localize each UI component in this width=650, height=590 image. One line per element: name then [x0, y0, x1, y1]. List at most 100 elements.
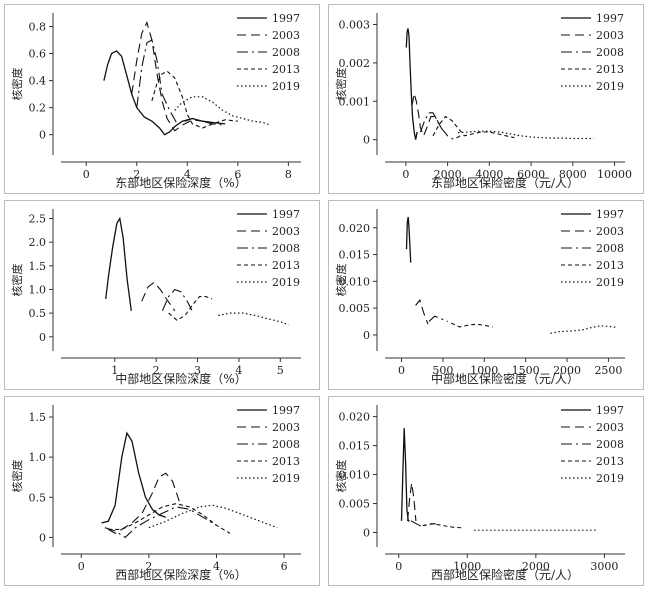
y-tick-label: 0.001 — [339, 95, 371, 108]
series-line-2008 — [161, 288, 194, 314]
y-axis-title: 核密度 — [334, 460, 348, 493]
x-tick-label: 2000 — [553, 364, 581, 377]
series-line-2013 — [422, 523, 464, 529]
series-line-2019 — [148, 504, 278, 529]
series-line-2019 — [218, 312, 289, 326]
y-tick-label: 1.0 — [29, 283, 47, 296]
y-tick-label: 0 — [363, 134, 370, 147]
series-line-1997 — [101, 431, 167, 524]
legend-label: 1997 — [596, 208, 624, 221]
legend-label: 1997 — [272, 404, 300, 417]
x-tick-label: 8000 — [559, 168, 587, 181]
legend-label: 2019 — [272, 276, 300, 289]
legend-label: 2003 — [272, 421, 300, 434]
legend-label: 2003 — [596, 225, 624, 238]
series-line-2013 — [450, 322, 493, 328]
legend-label: 1997 — [596, 12, 624, 25]
legend-label: 2013 — [272, 455, 300, 468]
series-line-2013 — [168, 296, 213, 321]
legend-label: 2008 — [596, 438, 624, 451]
y-tick-label: 0.4 — [29, 75, 47, 88]
y-axis-title: 核密度 — [10, 460, 24, 493]
x-tick-label: 10000 — [597, 168, 632, 181]
legend-label: 2019 — [272, 472, 300, 485]
x-axis-title: 西部地区保险深度（%） — [115, 567, 246, 582]
legend-label: 2008 — [272, 438, 300, 451]
x-tick-label: 2500 — [594, 364, 622, 377]
y-tick-label: 0 — [39, 331, 46, 344]
legend-label: 2013 — [596, 63, 624, 76]
legend-label: 2013 — [272, 259, 300, 272]
series-line-2003 — [411, 93, 444, 138]
y-tick-label: 0.5 — [29, 491, 47, 504]
x-axis-title: 东部地区保险密度（元/人） — [431, 175, 579, 190]
x-tick-label: 3000 — [590, 560, 618, 573]
y-tick-label: 0.010 — [339, 275, 371, 288]
series-line-2013 — [432, 115, 515, 139]
legend-label: 2019 — [596, 80, 624, 93]
y-tick-label: 1.5 — [29, 260, 47, 273]
y-tick-label: 0 — [363, 329, 370, 342]
x-tick-label: 6 — [281, 560, 288, 573]
y-tick-label: 0 — [363, 527, 370, 540]
y-axis-title: 核密度 — [334, 264, 348, 297]
legend-label: 2003 — [272, 225, 300, 238]
legend-label: 2008 — [596, 242, 624, 255]
y-tick-label: 0.005 — [339, 498, 371, 511]
x-tick-label: 2 — [153, 364, 160, 377]
x-tick-label: 0 — [402, 168, 409, 181]
x-tick-label: 4 — [184, 168, 191, 181]
series-line-1997 — [405, 216, 412, 263]
y-tick-label: 0 — [39, 531, 46, 544]
series-line-1997 — [105, 216, 132, 311]
x-tick-label: 4000 — [475, 168, 503, 181]
y-tick-label: 0.015 — [339, 440, 371, 453]
series-line-1997 — [405, 28, 418, 140]
x-tick-label: 6 — [234, 168, 241, 181]
x-axis-title: 中部地区保险深度（%） — [115, 371, 246, 386]
legend-label: 2003 — [596, 29, 624, 42]
series-line-2003 — [407, 483, 417, 521]
x-tick-label: 1000 — [453, 560, 481, 573]
y-axis-title: 核密度 — [10, 68, 24, 101]
x-tick-label: 5 — [277, 364, 284, 377]
x-axis-title: 中部地区保险密度（元/人） — [431, 371, 579, 386]
y-tick-label: 0.5 — [29, 307, 47, 320]
series-line-2003 — [131, 20, 203, 132]
x-tick-label: 8 — [285, 168, 292, 181]
x-tick-label: 1500 — [512, 364, 540, 377]
x-tick-label: 500 — [432, 364, 453, 377]
y-tick-label: 0.003 — [339, 19, 371, 32]
series-line-1997 — [400, 428, 410, 522]
y-tick-label: 0 — [39, 129, 46, 142]
legend-label: 2013 — [596, 259, 624, 272]
y-tick-label: 0.2 — [29, 102, 47, 115]
series-line-2008 — [428, 315, 449, 323]
series-line-2003 — [141, 281, 176, 312]
chart-panel-central-depth: 0 0.5 1.0 1.5 2.0 2.5 1 2 3 4 5 核密度 中部地区保险深度（%） 1997 2… — [4, 200, 320, 390]
legend-label: 2019 — [596, 472, 624, 485]
y-tick-label: 2.5 — [29, 212, 47, 225]
x-tick-label: 0 — [83, 168, 90, 181]
chart-west-density: 0 0.005 0.010 0.015 0.020 0 1000 2000 3000 核密度西部地… — [334, 404, 625, 582]
x-tick-label: 2 — [133, 168, 140, 181]
x-axis-title: 西部地区保险密度（元/人） — [431, 567, 579, 582]
x-tick-label: 4 — [213, 560, 220, 573]
series-line-2019 — [550, 325, 617, 334]
legend-label: 2019 — [596, 276, 624, 289]
y-tick-label: 2.0 — [29, 236, 47, 249]
x-tick-label: 3 — [194, 364, 201, 377]
series-line-2008 — [419, 112, 461, 141]
x-tick-label: 2 — [145, 560, 152, 573]
y-tick-label: 1.0 — [29, 451, 47, 464]
x-tick-label: 6000 — [517, 168, 545, 181]
legend-label: 1997 — [272, 208, 300, 221]
series-line-2019 — [457, 130, 594, 140]
chart-panel-west-depth: 0 0.5 1.0 1.5 0 2 4 6 核密度 西部地区保险深度（%） 1997 2003 2008… — [4, 396, 320, 586]
y-tick-label: 0.6 — [29, 48, 47, 61]
y-tick-label: 0.005 — [339, 302, 371, 315]
x-tick-label: 0 — [395, 560, 402, 573]
